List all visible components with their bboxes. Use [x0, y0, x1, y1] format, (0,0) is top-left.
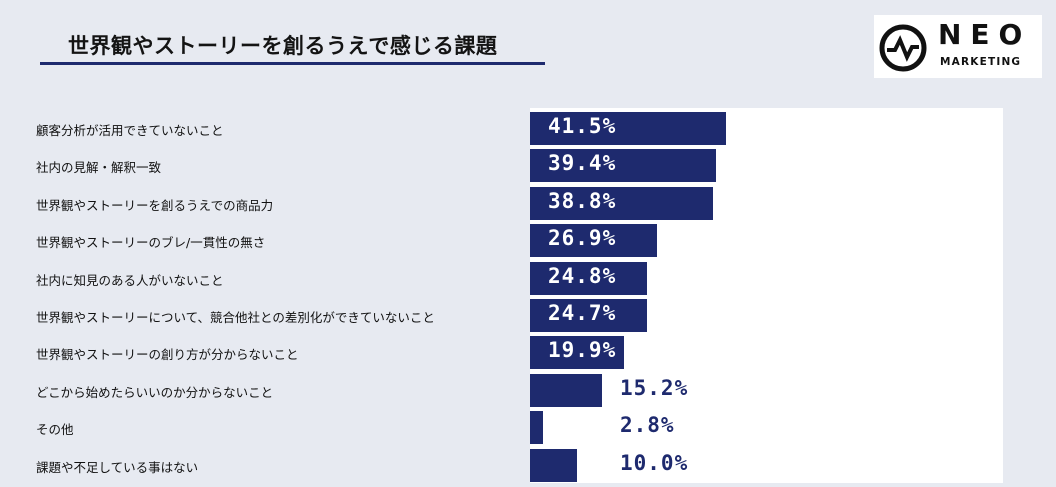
category-label: 世界観やストーリーを創るうえでの商品力: [36, 197, 274, 213]
bar: [530, 299, 647, 332]
value-label: 24.8%: [548, 263, 617, 288]
value-label: 2.8%: [620, 413, 675, 438]
category-label: どこから始めたらいいのか分からないこと: [36, 384, 274, 400]
value-label: 10.0%: [620, 450, 689, 475]
category-label: 課題や不足している事はない: [36, 459, 199, 475]
bar-row: 世界観やストーリーについて、競合他社との差別化ができていないこと 24.7%: [0, 297, 1056, 334]
category-label: 社内に知見のある人がいないこと: [36, 272, 224, 288]
bar-row: その他 2.8%: [0, 409, 1056, 446]
bar: [530, 411, 544, 445]
bar: [530, 186, 714, 220]
logo-name: NEO: [938, 18, 1032, 51]
value-label: 26.9%: [548, 226, 617, 251]
bar-row: 社内に知見のある人がいないこと 24.8%: [0, 260, 1056, 297]
title-underline: [40, 62, 545, 65]
bar: [530, 336, 624, 370]
chart-title: 世界観やストーリーを創るうえで感じる課題: [68, 34, 498, 58]
logo-mark-icon: [879, 24, 927, 72]
category-label: 顧客分析が活用できていないこと: [36, 123, 224, 138]
value-label: 24.7%: [548, 301, 617, 325]
value-label: 41.5%: [548, 114, 617, 138]
bar: [530, 149, 716, 183]
bar-row: 顧客分析が活用できていないこと 41.5%: [0, 110, 1056, 147]
value-label: 19.9%: [548, 338, 617, 363]
bar-row: 世界観やストーリーの創り方が分からないこと 19.9%: [0, 334, 1056, 371]
bar: [530, 112, 726, 145]
bar: [530, 373, 602, 407]
bar-row: 課題や不足している事はない 10.0%: [0, 447, 1056, 484]
category-label: 社内の見解・解釈一致: [36, 160, 162, 176]
logo-subtitle: MARKETING: [940, 56, 1022, 68]
category-label: その他: [36, 422, 74, 438]
value-label: 39.4%: [548, 151, 617, 176]
bar: [530, 261, 648, 295]
bar: [530, 448, 578, 482]
bar-row: 世界観やストーリーのブレ/一貫性の無さ 26.9%: [0, 222, 1056, 259]
value-label: 15.2%: [620, 375, 689, 400]
value-label: 38.8%: [548, 188, 617, 213]
neo-marketing-logo: NEO MARKETING: [874, 15, 1042, 78]
category-label: 世界観やストーリーについて、競合他社との差別化ができていないこと: [36, 310, 435, 325]
bar: [530, 224, 657, 258]
bar-row: どこから始めたらいいのか分からないこと 15.2%: [0, 372, 1056, 409]
bar-row: 社内の見解・解釈一致 39.4%: [0, 147, 1056, 184]
category-label: 世界観やストーリーのブレ/一貫性の無さ: [36, 235, 266, 251]
category-label: 世界観やストーリーの創り方が分からないこと: [36, 347, 299, 363]
bar-row: 世界観やストーリーを創るうえでの商品力 38.8%: [0, 185, 1056, 222]
